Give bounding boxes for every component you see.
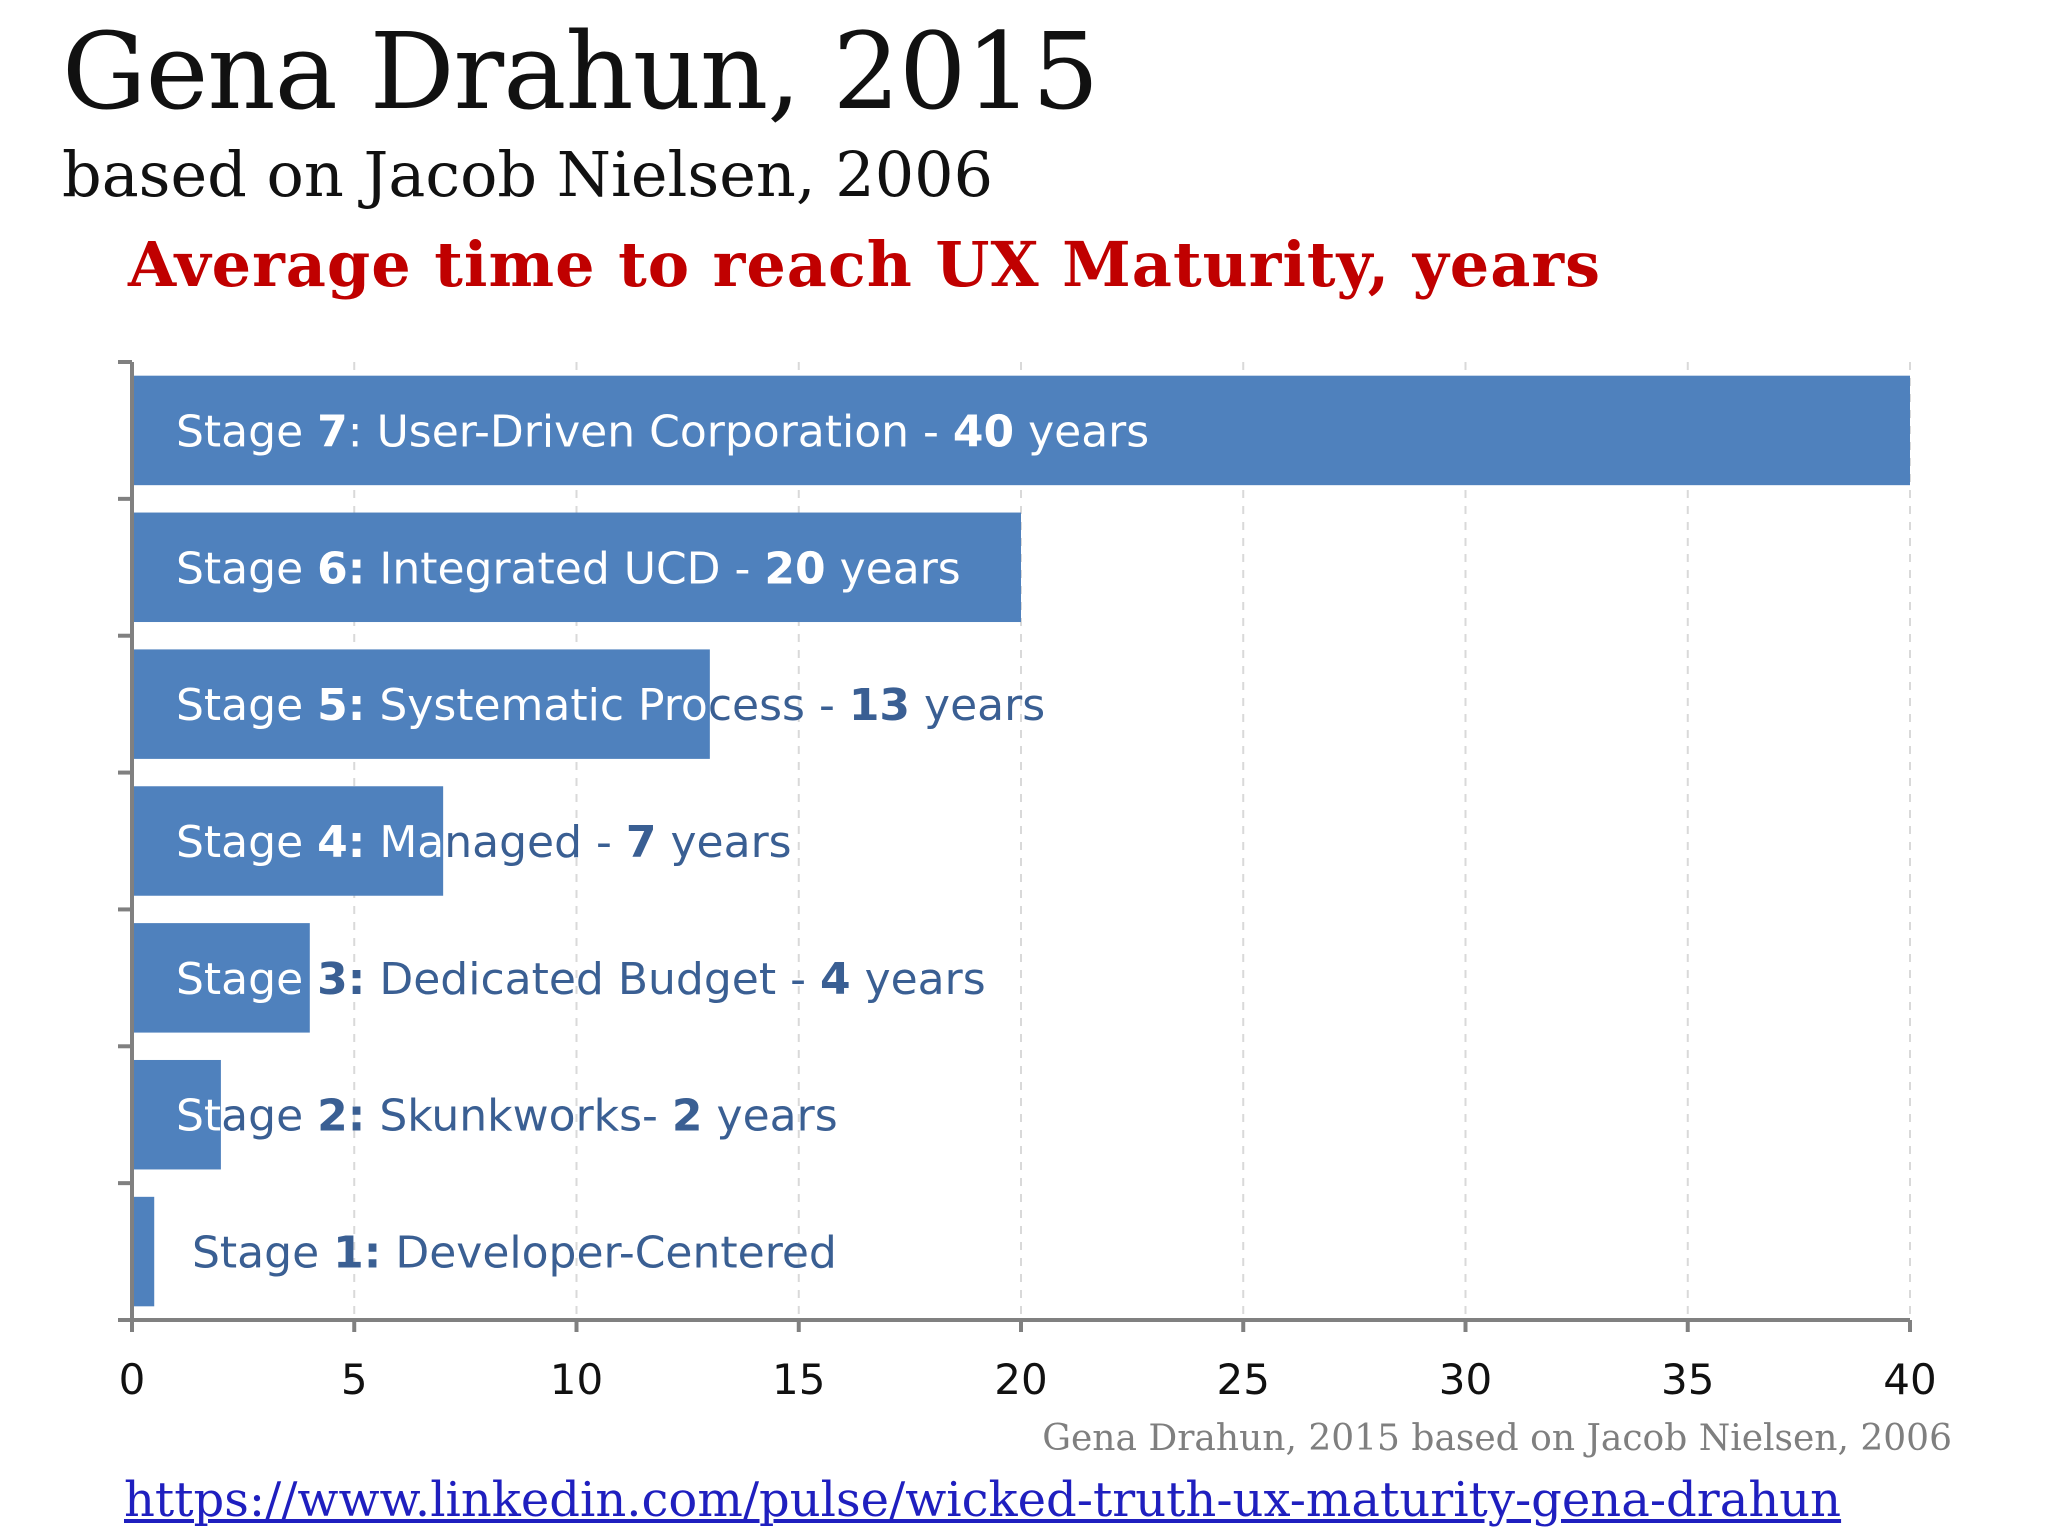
bar-stage-2 [132,1059,221,1170]
x-tick-label-0: 0 [119,1355,146,1404]
bar-label-stage-4: Stage 4: Managed - 7 years [176,817,792,868]
page-subtitle: based on Jacob Nielsen, 2006 [62,138,994,211]
page-title: Gena Drahun, 2015 [62,10,1099,133]
bar-label-stage-5-outside: Stage 5: Systematic Process - 13 years [176,680,1045,731]
bar-chart: Stage 7: User-Driven Corporation - 40 ye… [118,360,1937,1404]
x-tick-label-40: 40 [1883,1355,1936,1404]
x-tick-label-35: 35 [1661,1355,1714,1404]
bar-label-stage-4-outside: Stage 4: Managed - 7 years [176,817,792,868]
bar-label-stage-3-outside: Stage 3: Dedicated Budget - 4 years [176,954,986,1005]
x-tick-label-5: 5 [341,1355,368,1404]
x-tick-label-15: 15 [772,1355,825,1404]
chart-title: Average time to reach UX Maturity, years [128,228,1601,301]
credit-text: Gena Drahun, 2015 based on Jacob Nielsen… [1042,1418,1952,1459]
x-tick-label-25: 25 [1217,1355,1270,1404]
bar-label-stage-6: Stage 6: Integrated UCD - 20 years [176,543,961,594]
bar-stage-1 [132,1196,155,1307]
axes [118,360,1912,1332]
bars [132,375,1910,1307]
x-tick-label-30: 30 [1439,1355,1492,1404]
source-link[interactable]: https://www.linkedin.com/pulse/wicked-tr… [124,1472,1842,1528]
tick-labels: 0 5 10 15 20 25 30 35 40 [119,1355,1937,1404]
x-tick-label-10: 10 [550,1355,603,1404]
bar-stage-4 [132,786,444,896]
bar-label-stage-2-outside: Stage 2: Skunkworks- 2 years [176,1091,838,1142]
bar-label-stage-3: Stage 3: Dedicated Budget - 4 years [176,954,986,1005]
bar-label-stage-7: Stage 7: User-Driven Corporation - 40 ye… [176,406,1149,457]
bar-stage-7 [132,375,1910,486]
bar-labels: Stage 7: User-Driven Corporation - 40 ye… [176,406,1149,1278]
bar-stage-3 [132,923,310,1033]
bar-label-stage-5: Stage 5: Systematic Process - 13 years [176,680,1045,731]
bar-stage-5 [132,649,710,759]
bar-label-stage-2: Stage 2: Skunkworks- 2 years [176,1091,838,1142]
bar-stage-6 [132,512,1021,623]
x-tick-label-20: 20 [994,1355,1047,1404]
bar-label-stage-1-outside: Stage 1: Developer-Centered [192,1228,837,1279]
